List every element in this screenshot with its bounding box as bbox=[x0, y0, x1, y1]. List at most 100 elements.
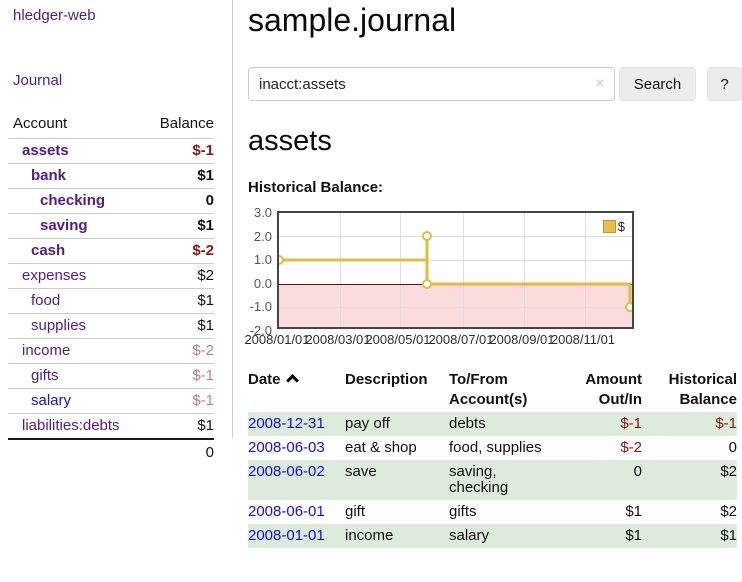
y-tick-label: 3.0 bbox=[253, 205, 272, 220]
amount-column-header: Amount Out/In bbox=[585, 371, 642, 408]
account-row: checking 0 bbox=[8, 188, 214, 214]
search-button[interactable]: Search bbox=[619, 67, 696, 101]
transaction-description: save bbox=[345, 463, 377, 480]
accounts-total-value: 0 bbox=[146, 438, 214, 465]
account-link-cash[interactable]: cash bbox=[31, 242, 66, 259]
transaction-accounts: debts bbox=[449, 415, 486, 432]
gridline bbox=[585, 213, 586, 327]
transaction-accounts: food, supplies bbox=[449, 439, 542, 456]
transaction-description: income bbox=[345, 527, 394, 544]
y-tick-label: 0.0 bbox=[253, 276, 272, 291]
account-balance: $1 bbox=[146, 313, 214, 339]
account-link-expenses[interactable]: expenses bbox=[22, 267, 87, 284]
account-row: gifts $-1 bbox=[8, 363, 214, 389]
register-header-row: Date Description To/From Account(s) Amou… bbox=[248, 368, 737, 412]
search-input[interactable] bbox=[248, 67, 615, 101]
account-link-supplies[interactable]: supplies bbox=[31, 317, 87, 334]
account-link-salary[interactable]: salary bbox=[31, 392, 72, 409]
gridline bbox=[524, 213, 525, 327]
transaction-description: gift bbox=[345, 503, 366, 520]
register-table: Date Description To/From Account(s) Amou… bbox=[248, 368, 737, 548]
account-heading: assets bbox=[248, 125, 332, 157]
chart-section-label: Historical Balance: bbox=[248, 179, 384, 196]
account-link-income[interactable]: income bbox=[22, 342, 71, 359]
y-tick-label: 2.0 bbox=[253, 229, 272, 244]
account-row: cash $-2 bbox=[8, 238, 214, 264]
account-balance: 0 bbox=[146, 188, 214, 214]
x-tick-label: 2008/03/01 bbox=[305, 332, 371, 347]
x-tick-label: 2008/07/01 bbox=[428, 332, 494, 347]
transaction-date-link[interactable]: 2008-12-31 bbox=[248, 415, 325, 432]
account-column-header: Account bbox=[8, 112, 147, 139]
transaction-amount: $1 bbox=[625, 527, 642, 544]
description-column-header: Description bbox=[345, 371, 428, 388]
chart-plot-area: $ bbox=[277, 211, 634, 329]
x-tick-label: 2008/05/01 bbox=[365, 332, 431, 347]
transaction-balance: $-1 bbox=[715, 415, 737, 432]
transaction-description: eat & shop bbox=[345, 439, 417, 456]
account-row: supplies $1 bbox=[8, 313, 214, 339]
x-tick-label: 2008/11/01 bbox=[550, 332, 616, 347]
account-row: expenses $2 bbox=[8, 263, 214, 289]
account-link-checking[interactable]: checking bbox=[40, 192, 106, 209]
account-link-food[interactable]: food bbox=[31, 292, 61, 309]
account-balance: $1 bbox=[146, 413, 214, 439]
transaction-balance: $2 bbox=[720, 503, 737, 520]
sidebar-item-journal[interactable]: Journal bbox=[13, 72, 63, 89]
transaction-balance: $1 bbox=[720, 527, 737, 544]
account-row: food $1 bbox=[8, 288, 214, 314]
gridline bbox=[400, 213, 401, 327]
transaction-amount: $-2 bbox=[620, 439, 642, 456]
transaction-amount: $-1 bbox=[620, 415, 642, 432]
y-tick-label: -2.0 bbox=[249, 323, 272, 338]
account-link-assets[interactable]: assets bbox=[22, 142, 69, 159]
main-content: sample.journal × Search ? assets Histori… bbox=[244, 0, 742, 548]
accounts-header-row: Account Balance bbox=[8, 112, 214, 139]
transaction-amount: $1 bbox=[625, 503, 642, 520]
account-balance: $-2 bbox=[146, 238, 214, 264]
accounts-table: Account Balance assets $-1 bank $1 check… bbox=[8, 112, 214, 465]
date-column-header[interactable]: Date bbox=[248, 368, 345, 412]
account-link-liabilities-debts[interactable]: liabilities:debts bbox=[22, 417, 120, 434]
balance-column-header: Historical Balance bbox=[668, 371, 737, 408]
y-tick-label: -1.0 bbox=[249, 299, 272, 314]
accounts-column-header: To/From Account(s) bbox=[449, 371, 528, 408]
negative-region-fill bbox=[279, 284, 632, 327]
page-title: sample.journal bbox=[248, 2, 457, 38]
clear-search-icon[interactable]: × bbox=[595, 75, 604, 92]
register-row: 2008-06-03 eat & shop food, supplies $-2… bbox=[248, 436, 737, 460]
account-balance: $-1 bbox=[146, 363, 214, 389]
register-row: 2008-06-02 save saving, checking 0 $2 bbox=[248, 460, 737, 500]
transaction-date-link[interactable]: 2008-06-03 bbox=[248, 439, 325, 456]
gridline bbox=[279, 307, 632, 308]
account-link-saving[interactable]: saving bbox=[40, 217, 88, 234]
register-row: 2008-01-01 income salary $1 $1 bbox=[248, 524, 737, 548]
historical-balance-chart: 3.0 2.0 1.0 0.0 -1.0 -2.0 bbox=[244, 203, 742, 351]
search-input-wrap: × bbox=[248, 67, 615, 101]
transaction-description: pay off bbox=[345, 415, 390, 432]
transaction-date-link[interactable]: 2008-06-02 bbox=[248, 463, 325, 480]
gridline bbox=[279, 236, 632, 237]
transaction-amount: 0 bbox=[633, 463, 642, 480]
register-row: 2008-06-01 gift gifts $1 $2 bbox=[248, 500, 737, 524]
legend-label: $ bbox=[617, 219, 625, 234]
account-link-gifts[interactable]: gifts bbox=[31, 367, 59, 384]
gridline bbox=[463, 213, 464, 327]
transaction-accounts: salary bbox=[449, 527, 490, 544]
transaction-date-link[interactable]: 2008-06-01 bbox=[248, 503, 325, 520]
legend-swatch bbox=[602, 220, 616, 233]
sort-ascending-icon bbox=[285, 374, 299, 387]
account-link-bank[interactable]: bank bbox=[31, 167, 67, 184]
app-title-link[interactable]: hledger-web bbox=[13, 7, 96, 24]
account-row: liabilities:debts $1 bbox=[8, 413, 214, 439]
account-balance: $-2 bbox=[146, 338, 214, 364]
account-row: income $-2 bbox=[8, 338, 214, 364]
transaction-date-link[interactable]: 2008-01-01 bbox=[248, 527, 325, 544]
register-row: 2008-12-31 pay off debts $-1 $-1 bbox=[248, 412, 737, 436]
help-button[interactable]: ? bbox=[707, 67, 742, 101]
transaction-balance: $2 bbox=[720, 463, 737, 480]
accounts-total-row: 0 bbox=[8, 438, 214, 465]
account-balance: $-1 bbox=[146, 138, 214, 164]
x-tick-label: 2008/09/01 bbox=[489, 332, 555, 347]
chart-legend: $ bbox=[602, 219, 625, 234]
